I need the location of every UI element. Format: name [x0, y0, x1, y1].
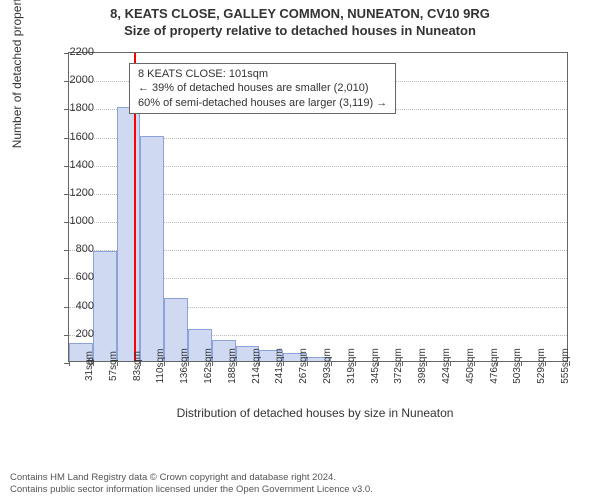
x-tick — [69, 361, 70, 366]
x-tick-label: 110sqm — [155, 349, 166, 384]
info-line-2: ← 39% of detached houses are smaller (2,… — [138, 81, 387, 95]
x-tick-label: 188sqm — [227, 348, 238, 384]
x-tick-label: 162sqm — [203, 348, 214, 384]
x-tick-label: 372sqm — [393, 348, 404, 384]
chart-wrapper: Number of detached properties 8 KEATS CL… — [50, 46, 580, 416]
title-line-1: 8, KEATS CLOSE, GALLEY COMMON, NUNEATON,… — [0, 6, 600, 23]
plot-area: 8 KEATS CLOSE: 101sqm ← 39% of detached … — [68, 52, 568, 362]
info-box: 8 KEATS CLOSE: 101sqm ← 39% of detached … — [129, 63, 396, 114]
x-tick-label: 555sqm — [560, 348, 571, 384]
histogram-bar — [140, 136, 164, 361]
y-tick-label: 400 — [76, 300, 94, 312]
histogram-bar — [93, 251, 117, 361]
y-tick — [64, 194, 69, 195]
y-tick — [64, 109, 69, 110]
y-tick-label: 800 — [76, 243, 94, 255]
y-tick-label: 1600 — [70, 131, 94, 143]
y-tick-label: 600 — [76, 271, 94, 283]
x-tick-label: 398sqm — [417, 348, 428, 384]
x-tick-label: 83sqm — [132, 351, 143, 381]
y-axis-label: Number of detached properties — [10, 0, 24, 148]
y-tick — [64, 278, 69, 279]
y-tick — [64, 166, 69, 167]
y-tick — [64, 53, 69, 54]
y-tick — [64, 81, 69, 82]
title-line-2: Size of property relative to detached ho… — [0, 23, 600, 40]
x-tick-label: 450sqm — [465, 348, 476, 384]
footer-line-2: Contains public sector information licen… — [10, 484, 373, 496]
x-tick-label: 529sqm — [536, 348, 547, 384]
y-tick-label: 2000 — [70, 74, 94, 86]
footer-line-1: Contains HM Land Registry data © Crown c… — [10, 472, 373, 484]
footer: Contains HM Land Registry data © Crown c… — [10, 472, 373, 496]
y-tick — [64, 335, 69, 336]
x-tick-label: 345sqm — [370, 348, 381, 384]
histogram-bar — [117, 107, 141, 361]
x-tick-label: 476sqm — [489, 348, 500, 384]
x-tick-label: 319sqm — [346, 348, 357, 384]
y-tick — [64, 307, 69, 308]
x-tick-label: 214sqm — [251, 348, 262, 384]
x-tick-label: 267sqm — [298, 348, 309, 384]
y-tick-label: 200 — [76, 328, 94, 340]
x-tick-label: 503sqm — [512, 348, 523, 384]
x-tick-label: 424sqm — [441, 348, 452, 384]
y-tick-label: 1400 — [70, 159, 94, 171]
y-tick — [64, 250, 69, 251]
x-tick-label: 136sqm — [179, 348, 190, 384]
y-tick-label: 2200 — [70, 46, 94, 58]
x-tick-label: 241sqm — [274, 348, 285, 384]
y-tick-label: 1200 — [70, 187, 94, 199]
info-line-1: 8 KEATS CLOSE: 101sqm — [138, 67, 387, 81]
y-tick — [64, 222, 69, 223]
x-tick-label: 293sqm — [322, 348, 333, 384]
chart-title-block: 8, KEATS CLOSE, GALLEY COMMON, NUNEATON,… — [0, 0, 600, 40]
x-tick-label: 31sqm — [84, 351, 95, 381]
x-axis-label: Distribution of detached houses by size … — [50, 406, 580, 420]
y-tick-label: 1000 — [70, 215, 94, 227]
info-line-3: 60% of semi-detached houses are larger (… — [138, 96, 387, 110]
y-tick — [64, 138, 69, 139]
x-tick-label: 57sqm — [108, 351, 119, 381]
y-tick-label: 1800 — [70, 102, 94, 114]
